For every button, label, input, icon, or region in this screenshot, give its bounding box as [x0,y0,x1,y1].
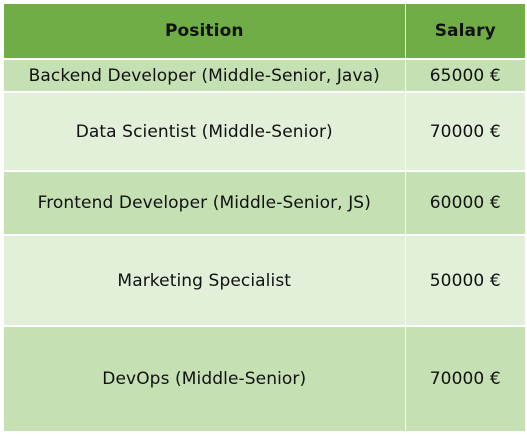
table-row: Data Scientist (Middle-Senior) 70000 € [4,92,525,172]
header-position: Position [4,4,406,60]
table-row: Marketing Specialist 50000 € [4,235,525,327]
table-row: Frontend Developer (Middle-Senior, JS) 6… [4,171,525,236]
cell-position: Frontend Developer (Middle-Senior, JS) [4,171,406,236]
table-row: Backend Developer (Middle-Senior, Java) … [4,59,525,93]
cell-salary: 60000 € [405,171,525,236]
cell-salary: 50000 € [405,235,525,327]
cell-salary: 65000 € [405,59,525,93]
header-salary: Salary [405,4,525,60]
table-row: DevOps (Middle-Senior) 70000 € [4,326,525,433]
cell-position: Backend Developer (Middle-Senior, Java) [4,59,406,93]
salary-table-container: Position Salary Backend Developer (Middl… [4,4,525,433]
cell-salary: 70000 € [405,92,525,172]
table-header-row: Position Salary [4,4,525,60]
cell-position: Marketing Specialist [4,235,406,327]
salary-table: Position Salary Backend Developer (Middl… [4,4,525,433]
cell-position: DevOps (Middle-Senior) [4,326,406,433]
cell-salary: 70000 € [405,326,525,433]
cell-position: Data Scientist (Middle-Senior) [4,92,406,172]
